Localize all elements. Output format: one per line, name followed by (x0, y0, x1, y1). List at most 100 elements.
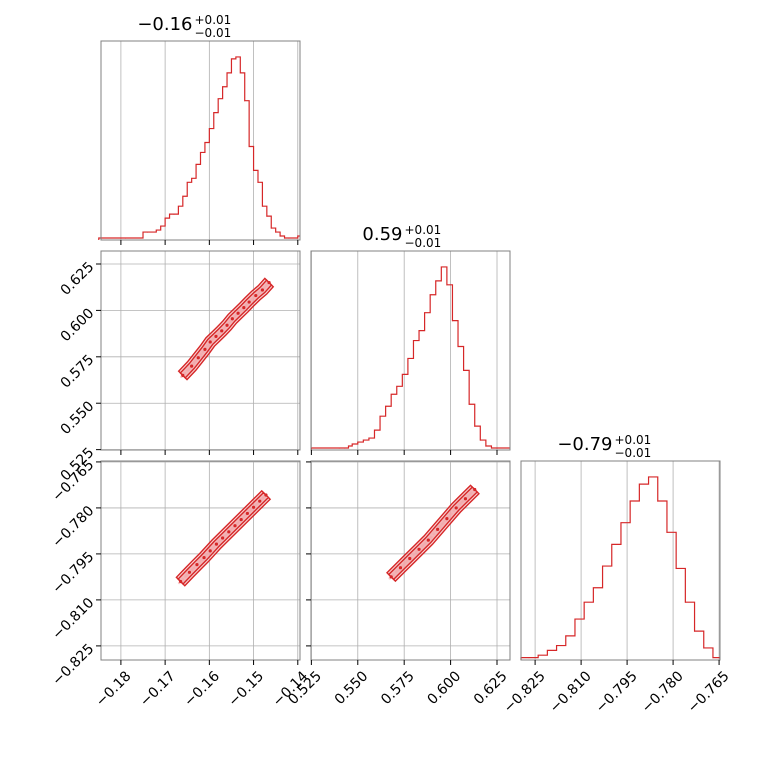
data-point (389, 575, 393, 579)
title-param-2-lower: −0.01 (405, 236, 442, 250)
contour-inner (387, 486, 479, 581)
histogram-bin (474, 426, 476, 427)
histogram-bin (226, 72, 228, 74)
y-tick-label: −0.810 (49, 595, 97, 643)
histogram-bin (191, 178, 192, 179)
histogram-bin (217, 98, 219, 100)
histogram-bin (675, 568, 677, 570)
panel-2d-32: 0.525 0.550 0.575 0.600 0.625 (285, 460, 511, 708)
histogram-bin (703, 647, 705, 649)
histogram-bin (452, 320, 453, 322)
x-tick-label: −0.16 (181, 668, 223, 710)
x-tick-label: −0.780 (639, 668, 687, 716)
data-point (230, 317, 234, 321)
panel-hist-2: 0.59 +0.01−0.01 (310, 223, 511, 455)
histogram-bin (547, 650, 548, 651)
axes-frame (100, 40, 301, 241)
histogram-bin (468, 404, 470, 405)
histogram-bin (155, 230, 157, 231)
histogram-bin (173, 214, 175, 215)
data-point (264, 493, 268, 497)
data-point (398, 566, 403, 570)
histogram-bin (435, 280, 437, 282)
histogram-bin (368, 438, 370, 439)
data-point (195, 563, 199, 567)
data-point (426, 538, 430, 542)
histogram-bin (374, 430, 375, 431)
data-point (236, 311, 240, 315)
histogram-bin (657, 501, 659, 502)
histogram-bin (565, 635, 567, 637)
histogram-bin (213, 112, 215, 114)
data-point (203, 347, 207, 351)
histogram-bin (685, 602, 686, 603)
histogram-bin (262, 206, 263, 207)
histogram-bin (348, 446, 349, 447)
data-point (196, 356, 200, 360)
x-tick-label: −0.795 (593, 668, 641, 716)
title-param-1-lower: −0.01 (195, 26, 232, 40)
histogram-bin (379, 416, 381, 417)
histogram-bin (297, 236, 299, 237)
panel-hist-3: −0.825−0.810−0.795−0.780−0.765 −0.79 +0.01… (501, 433, 733, 716)
y-tick-label: 0.625 (58, 259, 98, 299)
data-point (220, 329, 224, 333)
histogram-bin (457, 346, 459, 348)
histogram-bin (363, 440, 364, 441)
histogram-bin (98, 238, 100, 239)
y-tick-label: 0.600 (58, 305, 98, 345)
data-point (190, 364, 194, 368)
histogram-bin (485, 446, 487, 447)
histogram-bin (248, 146, 250, 148)
data-point (245, 511, 249, 516)
y-tick-label: −0.795 (49, 549, 97, 597)
histogram-bin (574, 619, 576, 620)
histogram-bin (288, 238, 290, 239)
data-point (208, 549, 212, 553)
data-point (445, 517, 449, 521)
histogram-bin (284, 238, 285, 239)
histogram-bin (413, 340, 414, 342)
histogram-bin (424, 312, 425, 314)
histogram-bin (583, 602, 585, 603)
histogram-bin (385, 406, 386, 407)
x-tick-label: 0.550 (332, 668, 372, 708)
axes-frame (100, 250, 301, 451)
histogram-bin (266, 216, 268, 217)
x-tick-label: −0.765 (685, 668, 733, 716)
title-param-3-lower: −0.01 (615, 446, 652, 460)
data-point (258, 499, 262, 503)
y-tick-label: 0.550 (58, 398, 98, 438)
data-point (408, 556, 412, 561)
axes-frame (100, 460, 301, 661)
histogram-bin (712, 657, 714, 659)
histogram-bin (344, 448, 346, 449)
axes-frame (520, 460, 721, 661)
histogram-bin (204, 142, 206, 144)
data-point (247, 300, 251, 304)
data-point (179, 579, 183, 584)
title-param-3-value: −0.79 (557, 434, 612, 455)
histogram-bin (195, 164, 197, 165)
data-point (221, 536, 225, 540)
data-point (202, 555, 206, 560)
axes-frame (310, 460, 511, 661)
histogram-bin (120, 238, 122, 239)
data-point (187, 570, 192, 574)
x-tick-label: −0.825 (501, 668, 549, 716)
histogram-bin (178, 206, 179, 207)
histogram-bin (491, 448, 492, 449)
x-tick-label: −0.810 (547, 668, 595, 716)
histogram-bin (169, 214, 170, 215)
x-tick-label: −0.15 (226, 668, 268, 710)
x-tick-label: −0.17 (137, 668, 179, 710)
histogram-bin (240, 72, 241, 74)
y-tick-label: −0.825 (49, 641, 97, 689)
data-point (254, 293, 258, 298)
histogram-bin (396, 386, 398, 387)
title-param-2-value: 0.59 (362, 224, 402, 245)
histogram-bin (556, 645, 557, 647)
histogram-bin (694, 631, 695, 632)
histogram-bin (147, 232, 148, 233)
histogram-bin (528, 657, 530, 659)
